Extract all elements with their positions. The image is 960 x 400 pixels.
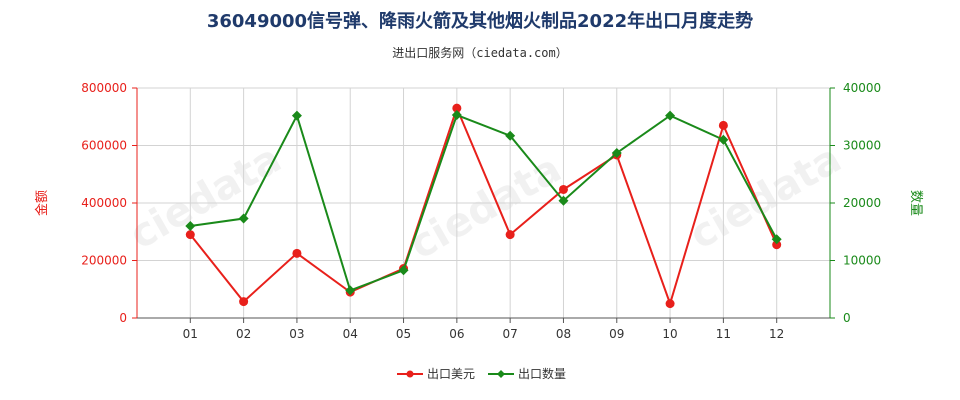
series-layer [185, 103, 782, 309]
series-line-2 [190, 112, 778, 292]
series-1-point [718, 120, 728, 130]
x-tick-label: 06 [449, 327, 464, 341]
series-2-point [345, 285, 356, 296]
left-tick-label: 600000 [81, 139, 127, 153]
chart-subtitle: 进出口服务网（ciedata.com） [392, 45, 567, 60]
series-2-point [185, 221, 196, 231]
right-tick-label: 20000 [843, 196, 881, 210]
x-tick-label: 08 [556, 327, 571, 341]
legend: 出口美元 出口数量 [397, 366, 566, 381]
series-1-point [452, 103, 462, 113]
series-2-point [451, 110, 462, 121]
x-tick-label: 03 [289, 327, 304, 341]
x-tick-label: 11 [716, 327, 731, 341]
x-tick-label: 02 [236, 327, 251, 341]
right-tick-label: 10000 [843, 254, 881, 268]
legend-marker-1 [406, 370, 414, 378]
series-line-1 [189, 105, 778, 307]
series-1-point [772, 240, 782, 250]
right-tick-label: 0 [843, 311, 851, 325]
right-tick-label: 30000 [843, 139, 881, 153]
right-axis-title: 数量 [908, 190, 923, 216]
x-tick-label: 10 [662, 327, 677, 341]
watermark-text-1: ciedata [122, 136, 289, 259]
left-axis-title: 金额 [34, 190, 50, 216]
watermark-text-3: ciedata [682, 136, 849, 259]
watermark: ciedata ciedata ciedata [122, 136, 849, 269]
x-tick-label: 07 [503, 327, 518, 341]
right-tick-label: 40000 [843, 81, 881, 95]
series-1-point [239, 297, 249, 307]
x-axis-ticks: 01 02 03 04 05 06 07 08 09 10 11 12 [183, 318, 784, 341]
x-tick-label: 01 [183, 327, 198, 341]
series-1-point [558, 184, 568, 194]
left-tick-label: 800000 [81, 81, 127, 95]
series-2-point [238, 213, 249, 224]
series-2-point [665, 110, 676, 121]
series-2-point [558, 195, 569, 206]
chart-title: 36049000信号弹、降雨火箭及其他烟火制品2022年出口月度走势 [207, 10, 753, 32]
series-2-point [291, 110, 302, 121]
series-2-point [718, 134, 729, 145]
series-1-point [185, 230, 195, 240]
series-1-point [292, 248, 302, 258]
left-tick-label: 200000 [81, 254, 127, 268]
legend-label-2[interactable]: 出口数量 [518, 366, 566, 381]
series-2-point [398, 265, 409, 276]
x-tick-label: 05 [396, 327, 411, 341]
x-tick-label: 04 [343, 327, 358, 341]
series-2-point [771, 234, 782, 245]
left-axis-ticks: 0 200000 400000 600000 800000 [81, 81, 137, 325]
x-tick-label: 09 [609, 327, 624, 341]
series-1-point [505, 230, 515, 240]
right-axis-ticks: 0 10000 20000 30000 40000 [830, 81, 881, 325]
series-2-point [611, 147, 622, 158]
legend-marker-2 [497, 370, 505, 378]
series-2-point [505, 130, 516, 141]
series-1-point [665, 299, 675, 309]
left-tick-label: 0 [119, 311, 127, 325]
legend-label-1[interactable]: 出口美元 [427, 367, 475, 381]
left-tick-label: 400000 [81, 196, 127, 210]
x-tick-label: 12 [769, 327, 784, 341]
